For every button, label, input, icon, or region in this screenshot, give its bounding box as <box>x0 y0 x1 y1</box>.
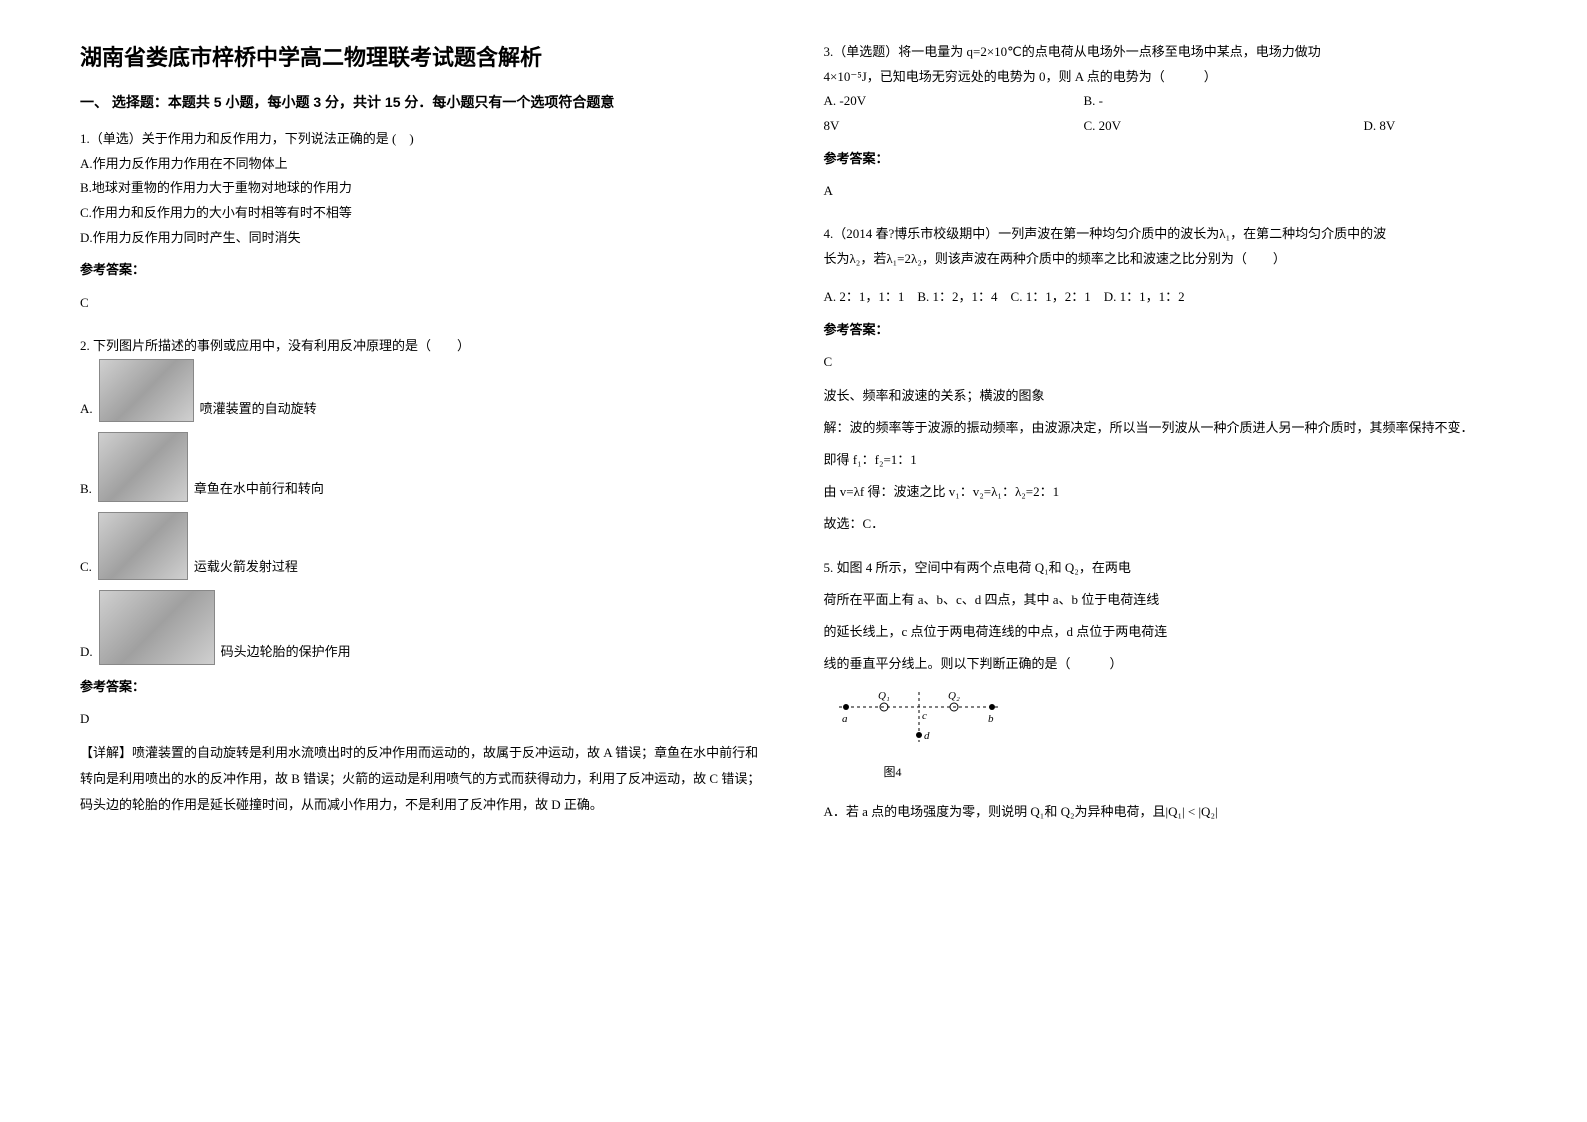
label-q1: Q₁ <box>878 690 890 702</box>
label-c: c <box>922 710 927 722</box>
q4-answer: C <box>824 350 1508 375</box>
point-a <box>843 704 849 710</box>
sprinkler-image <box>99 359 194 422</box>
q3-answer-label: 参考答案： <box>824 147 1508 172</box>
q2-label-c: C. <box>80 555 92 580</box>
right-column: 3.（单选题）将一电量为 q=2×10℃的点电荷从电场外一点移至电场中某点，电场… <box>824 40 1508 843</box>
q2-label-d: D. <box>80 640 93 665</box>
q1-stem: 1.（单选）关于作用力和反作用力，下列说法正确的是 ( ) <box>80 127 764 152</box>
q1-answer-label: 参考答案： <box>80 258 764 283</box>
q5-stem-p4: 线的垂直平分线上。则以下判断正确的是（ ） <box>824 651 1508 677</box>
page-container: 湖南省娄底市梓桥中学高二物理联考试题含解析 一、 选择题：本题共 5 小题，每小… <box>80 40 1507 843</box>
q4-stem-p2: 长为λ₂，若λ₁=2λ₂，则该声波在两种介质中的频率之比和波速之比分别为（ ） <box>824 247 1508 272</box>
q5-stem-p2: 荷所在平面上有 a、b、c、d 四点，其中 a、b 位于电荷连线 <box>824 587 1508 613</box>
question-3: 3.（单选题）将一电量为 q=2×10℃的点电荷从电场外一点移至电场中某点，电场… <box>824 40 1508 204</box>
q2-text-d: 码头边轮胎的保护作用 <box>221 640 351 665</box>
q2-option-b: B. 章鱼在水中前行和转向 <box>80 432 764 502</box>
q4-stem-p1: 4.（2014 春?博乐市校级期中）一列声波在第一种均匀介质中的波长为λ₁，在第… <box>824 222 1508 247</box>
q2-label-b: B. <box>80 477 92 502</box>
question-2: 2. 下列图片所描述的事例或应用中，没有利用反冲原理的是（ ） A. 喷灌装置的… <box>80 334 764 818</box>
q2-answer: D <box>80 707 764 732</box>
label-a: a <box>842 713 848 725</box>
q1-answer: C <box>80 291 764 316</box>
q2-label-a: A. <box>80 397 93 422</box>
q3-stem-p2: 4×10⁻⁵J，已知电场无穷远处的电势为 0，则 A 点的电势为（ ） <box>824 65 1508 90</box>
q2-option-d: D. 码头边轮胎的保护作用 <box>80 590 764 665</box>
q1-option-b: B.地球对重物的作用力大于重物对地球的作用力 <box>80 176 764 201</box>
q4-exp2: 解：波的频率等于波源的振动频率，由波源决定，所以当一列波从一种介质进人另一种介质… <box>824 415 1508 441</box>
q2-explanation: 【详解】喷灌装置的自动旋转是利用水流喷出时的反冲作用而运动的，故属于反冲运动，故… <box>80 740 764 818</box>
q2-text-b: 章鱼在水中前行和转向 <box>194 477 324 502</box>
q4-options: A. 2：1，1：1 B. 1：2，1：4 C. 1：1，2：1 D. 1：1，… <box>824 284 1508 310</box>
q3-option-d: D. 8V <box>1364 114 1396 139</box>
q1-option-d: D.作用力反作用力同时产生、同时消失 <box>80 226 764 251</box>
charge-diagram-svg: a Q₁ c Q₂ b d <box>834 687 1004 757</box>
q2-option-a: A. 喷灌装置的自动旋转 <box>80 359 764 422</box>
q4-exp4: 由 v=λf 得：波速之比 v₁：v₂=λ₁：λ₂=2：1 <box>824 479 1508 505</box>
q3-options-row1: A. -20V B. - <box>824 89 1508 114</box>
q5-diagram: a Q₁ c Q₂ b d 图4 <box>834 687 1508 784</box>
label-d: d <box>924 730 930 742</box>
point-d <box>916 732 922 738</box>
point-b <box>989 704 995 710</box>
q2-stem: 2. 下列图片所描述的事例或应用中，没有利用反冲原理的是（ ） <box>80 334 764 359</box>
q1-option-c: C.作用力和反作用力的大小有时相等有时不相等 <box>80 201 764 226</box>
diagram-caption: 图4 <box>884 761 1508 784</box>
question-1: 1.（单选）关于作用力和反作用力，下列说法正确的是 ( ) A.作用力反作用力作… <box>80 127 764 316</box>
q2-answer-label: 参考答案： <box>80 675 764 700</box>
octopus-image <box>98 432 188 502</box>
q5-stem-p1: 5. 如图 4 所示，空间中有两个点电荷 Q₁和 Q₂，在两电 <box>824 555 1508 581</box>
q4-exp5: 故选：C． <box>824 511 1508 537</box>
q3-option-b: B. - <box>1084 89 1104 114</box>
q2-text-c: 运载火箭发射过程 <box>194 555 298 580</box>
q3-stem-p1: 3.（单选题）将一电量为 q=2×10℃的点电荷从电场外一点移至电场中某点，电场… <box>824 40 1508 65</box>
q3-answer: A <box>824 179 1508 204</box>
label-q2: Q₂ <box>948 690 960 702</box>
q3-option-c: C. 20V <box>1084 114 1304 139</box>
label-b: b <box>988 713 994 725</box>
q3-option-b2: 8V <box>824 114 1024 139</box>
q5-option-a: A．若 a 点的电场强度为零，则说明 Q₁和 Q₂为异种电荷，且|Q₁| < |… <box>824 799 1508 825</box>
q2-text-a: 喷灌装置的自动旋转 <box>200 397 317 422</box>
q4-exp1: 波长、频率和波速的关系；横波的图象 <box>824 383 1508 409</box>
q2-option-c: C. 运载火箭发射过程 <box>80 512 764 580</box>
left-column: 湖南省娄底市梓桥中学高二物理联考试题含解析 一、 选择题：本题共 5 小题，每小… <box>80 40 764 843</box>
document-title: 湖南省娄底市梓桥中学高二物理联考试题含解析 <box>80 40 764 72</box>
q5-stem-p3: 的延长线上，c 点位于两电荷连线的中点，d 点位于两电荷连 <box>824 619 1508 645</box>
tire-image <box>99 590 215 665</box>
question-5: 5. 如图 4 所示，空间中有两个点电荷 Q₁和 Q₂，在两电 荷所在平面上有 … <box>824 555 1508 825</box>
question-4: 4.（2014 春?博乐市校级期中）一列声波在第一种均匀介质中的波长为λ₁，在第… <box>824 222 1508 537</box>
section-header: 一、 选择题：本题共 5 小题，每小题 3 分，共计 15 分．每小题只有一个选… <box>80 92 764 112</box>
rocket-image <box>98 512 188 580</box>
q4-exp3: 即得 f₁：f₂=1：1 <box>824 447 1508 473</box>
q3-option-a: A. -20V <box>824 89 1024 114</box>
q4-answer-label: 参考答案： <box>824 318 1508 343</box>
q1-option-a: A.作用力反作用力作用在不同物体上 <box>80 152 764 177</box>
q3-options-row2: 8V C. 20V D. 8V <box>824 114 1508 139</box>
